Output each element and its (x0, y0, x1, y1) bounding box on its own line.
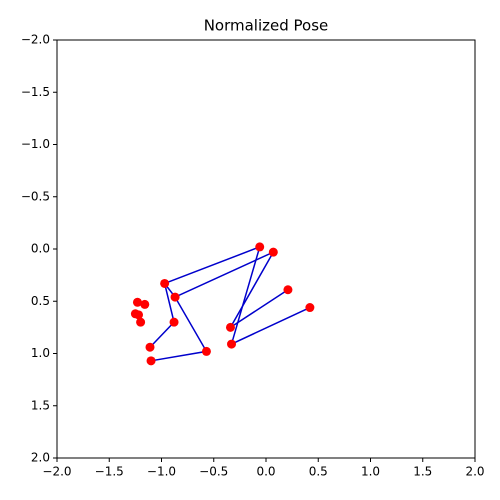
x-tick-label: −1.0 (147, 465, 176, 479)
x-tick-label: −1.5 (95, 465, 124, 479)
keypoint (283, 285, 293, 295)
keypoint (255, 242, 265, 252)
y-tick-label: −1.0 (21, 137, 50, 151)
skeleton-line (230, 246, 311, 346)
y-tick-label: 1.5 (31, 398, 50, 412)
x-tick-label: −0.5 (199, 465, 228, 479)
x-tick-label: −2.0 (42, 465, 71, 479)
x-tick-label: 1.5 (413, 465, 432, 479)
x-tick-label: 0.0 (256, 465, 275, 479)
keypoint (145, 342, 155, 352)
y-tick-label: −0.5 (21, 189, 50, 203)
keypoint (169, 317, 179, 327)
keypoint (146, 356, 156, 366)
chart-title: Normalized Pose (204, 17, 329, 35)
y-tick-label: −2.0 (21, 33, 50, 47)
keypoint (201, 346, 211, 356)
keypoint (268, 247, 278, 257)
keypoint (136, 317, 146, 327)
keypoint (227, 339, 237, 349)
x-tick-label: 2.0 (465, 465, 484, 479)
x-tick-label: 1.0 (361, 465, 380, 479)
skeleton-line (150, 251, 274, 362)
skeleton-line (149, 246, 260, 348)
keypoint (160, 278, 170, 288)
keypoint (225, 322, 235, 332)
keypoint (132, 297, 142, 307)
y-tick-label: −1.5 (21, 85, 50, 99)
keypoint (305, 303, 315, 313)
y-tick-label: 2.0 (31, 451, 50, 465)
y-tick-label: 0.5 (31, 294, 50, 308)
keypoint (170, 292, 180, 302)
x-tick-label: 0.5 (309, 465, 328, 479)
y-tick-label: 1.0 (31, 346, 50, 360)
plot-frame (56, 39, 476, 459)
keypoint (134, 310, 144, 320)
keypoint (140, 299, 150, 309)
y-tick-label: 0.0 (31, 242, 50, 256)
